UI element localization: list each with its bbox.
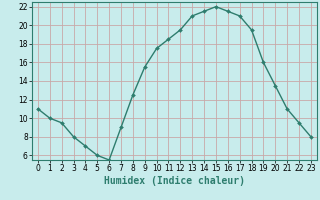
X-axis label: Humidex (Indice chaleur): Humidex (Indice chaleur)	[104, 176, 245, 186]
